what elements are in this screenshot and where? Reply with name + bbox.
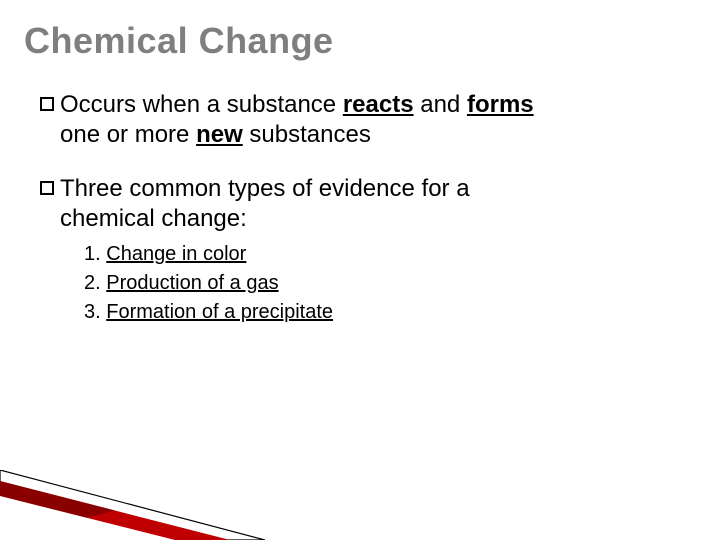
- bullet-1-lead: Occurs: [60, 91, 136, 118]
- accent-mid-shade: [0, 481, 115, 540]
- list-item: 1. Change in color: [84, 240, 670, 269]
- evidence-list: 1. Change in color 2. Production of a ga…: [40, 240, 670, 327]
- bullet-1-line2a: one or more: [60, 121, 196, 148]
- bullet-1-text: Occurs when a substance reacts and forms…: [60, 90, 534, 150]
- square-bullet-icon: [40, 97, 54, 111]
- list-item: 3. Formation of a precipitate: [84, 298, 670, 327]
- slide-title: Chemical Change: [24, 20, 690, 62]
- item-number: 1.: [84, 243, 101, 265]
- bullet-2-lead: Three: [60, 175, 123, 202]
- item-number: 2.: [84, 272, 101, 294]
- bullet-2-rest1: common types of evidence for a: [123, 175, 470, 202]
- square-bullet-icon: [40, 181, 54, 195]
- bullet-2-text: Three common types of evidence for a che…: [60, 174, 470, 234]
- accent-inner: [0, 496, 175, 540]
- content-area: Occurs when a substance reacts and forms…: [30, 90, 690, 327]
- item-label: Change in color: [106, 243, 246, 265]
- bullet-1-new: new: [196, 121, 243, 148]
- corner-accent-icon: [0, 470, 265, 540]
- item-label: Production of a gas: [106, 272, 278, 294]
- accent-mid: [0, 481, 230, 540]
- bullet-1-forms: forms: [467, 91, 534, 118]
- slide: Chemical Change Occurs when a substance …: [0, 0, 720, 540]
- list-item: 2. Production of a gas: [84, 269, 670, 298]
- item-number: 3.: [84, 301, 101, 323]
- bullet-1-line2b: substances: [243, 121, 371, 148]
- bullet-1-mid1: when a substance: [136, 91, 343, 118]
- bullet-1-mid2: and: [414, 91, 467, 118]
- bullet-2: Three common types of evidence for a che…: [40, 174, 670, 234]
- item-label: Formation of a precipitate: [106, 301, 333, 323]
- bullet-1: Occurs when a substance reacts and forms…: [40, 90, 670, 150]
- bullet-2-rest2: chemical change:: [60, 205, 247, 232]
- bullet-1-reacts: reacts: [343, 91, 414, 118]
- accent-outer: [0, 470, 265, 540]
